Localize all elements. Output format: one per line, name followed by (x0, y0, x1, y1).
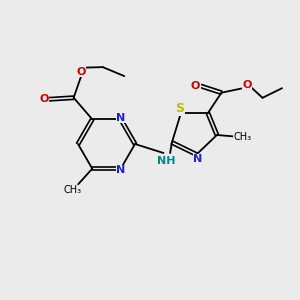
Text: N: N (194, 154, 202, 164)
Text: O: O (76, 67, 86, 76)
Text: O: O (40, 94, 49, 104)
Text: S: S (175, 102, 184, 116)
Text: N: N (116, 165, 125, 175)
Text: N: N (116, 113, 125, 123)
Text: CH₃: CH₃ (233, 131, 251, 142)
Text: O: O (191, 81, 200, 91)
Text: NH: NH (157, 156, 176, 167)
Text: O: O (242, 80, 252, 90)
Text: CH₃: CH₃ (64, 185, 82, 195)
